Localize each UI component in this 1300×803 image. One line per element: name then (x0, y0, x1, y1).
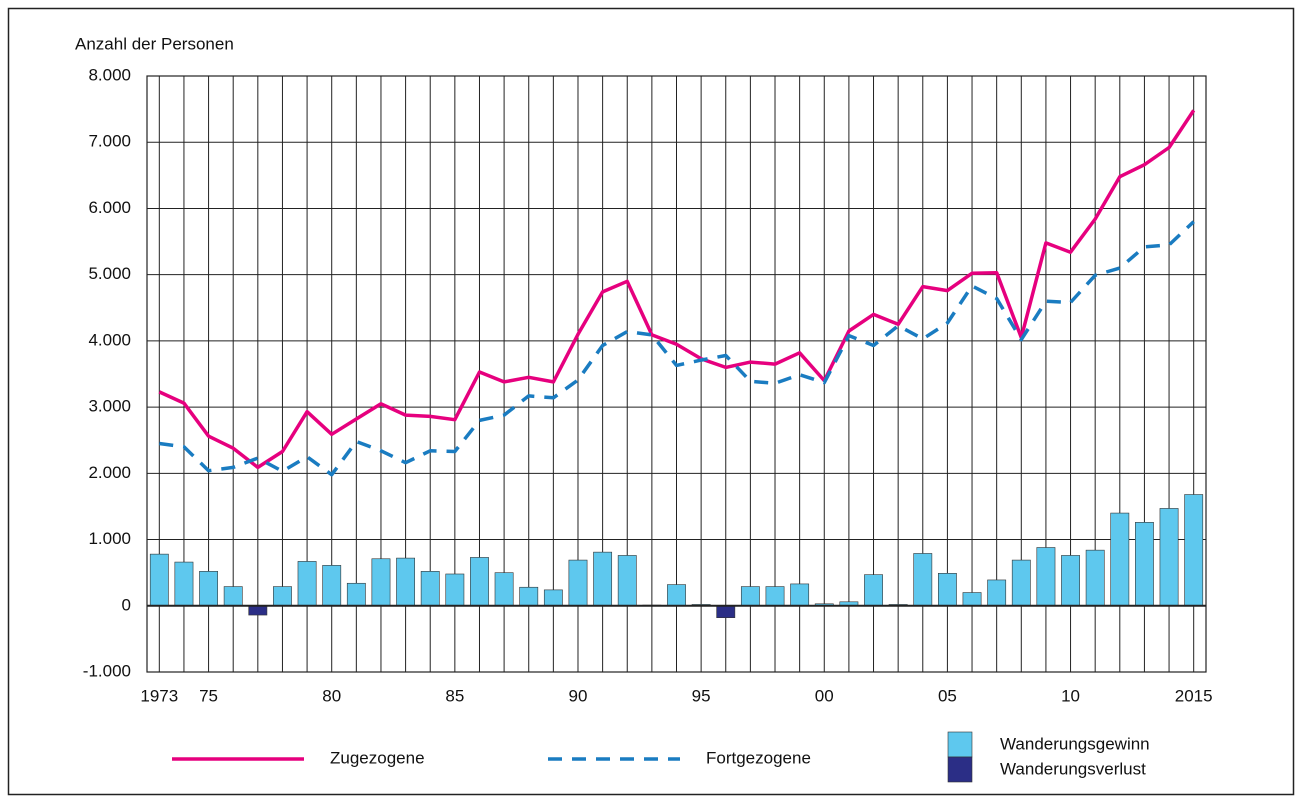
bar (617, 555, 637, 607)
x-tick-label: 90 (569, 686, 588, 705)
bar (667, 584, 686, 607)
y-tick-label: 1.000 (88, 529, 131, 548)
bar (371, 558, 391, 607)
y-tick-label: 3.000 (88, 397, 131, 416)
y-tick-label: 8.000 (88, 65, 131, 84)
y-axis-title: Anzahl der Personen (75, 34, 234, 53)
bar (174, 561, 194, 607)
line (159, 220, 1195, 477)
bar (543, 589, 563, 607)
x-tick-label: 00 (815, 686, 834, 705)
bar (790, 583, 810, 607)
bar (937, 573, 957, 607)
legend-label: Fortgezogene (706, 748, 811, 767)
bar (420, 571, 440, 607)
bar (223, 586, 243, 607)
x-tick-label: 1973 (140, 686, 178, 705)
bar (445, 573, 465, 607)
bar (1061, 555, 1080, 607)
x-tick-label: 2015 (1175, 686, 1213, 705)
y-tick-label: 0 (122, 595, 131, 614)
bar (987, 579, 1007, 607)
bar (199, 571, 218, 607)
x-tick-label: 80 (322, 686, 341, 705)
bar (913, 553, 933, 607)
frame (7, 7, 1295, 796)
bar (1184, 494, 1204, 607)
bar (273, 586, 292, 607)
bar (1085, 549, 1105, 607)
plot-border (146, 75, 1207, 673)
bar (1110, 512, 1130, 607)
legend-swatch (947, 756, 973, 783)
bar (149, 553, 169, 607)
bar (396, 557, 416, 607)
x-tick-label: 95 (692, 686, 711, 705)
y-tick-label: 5.000 (88, 264, 131, 283)
bar (1135, 522, 1154, 607)
bar (568, 559, 588, 607)
legend-label: Wanderungsgewinn (1000, 734, 1150, 753)
bar (1036, 547, 1056, 607)
bar (740, 586, 760, 607)
bar (716, 605, 736, 618)
bar (1159, 508, 1179, 607)
x-tick-label: 10 (1061, 686, 1080, 705)
bar (297, 561, 317, 607)
legend-label: Wanderungsverlust (1000, 759, 1146, 778)
bar (593, 551, 613, 607)
legend-label: Zugezogene (330, 748, 425, 767)
y-tick-label: 7.000 (88, 132, 131, 151)
y-tick-label: 2.000 (88, 463, 131, 482)
bar (519, 586, 539, 607)
bar (765, 586, 785, 607)
x-tick-label: 75 (199, 686, 218, 705)
x-tick-label: 05 (938, 686, 957, 705)
bar (1011, 559, 1031, 607)
bar (346, 582, 366, 607)
y-tick-label: -1.000 (83, 661, 131, 680)
bar (248, 605, 268, 616)
y-tick-label: 4.000 (88, 330, 131, 349)
bar (322, 565, 342, 607)
bar (864, 574, 883, 607)
bar (494, 572, 514, 607)
legend-swatch (947, 731, 973, 758)
x-tick-label: 85 (445, 686, 464, 705)
bar (962, 592, 982, 607)
bar (470, 557, 489, 607)
y-tick-label: 6.000 (88, 198, 131, 217)
